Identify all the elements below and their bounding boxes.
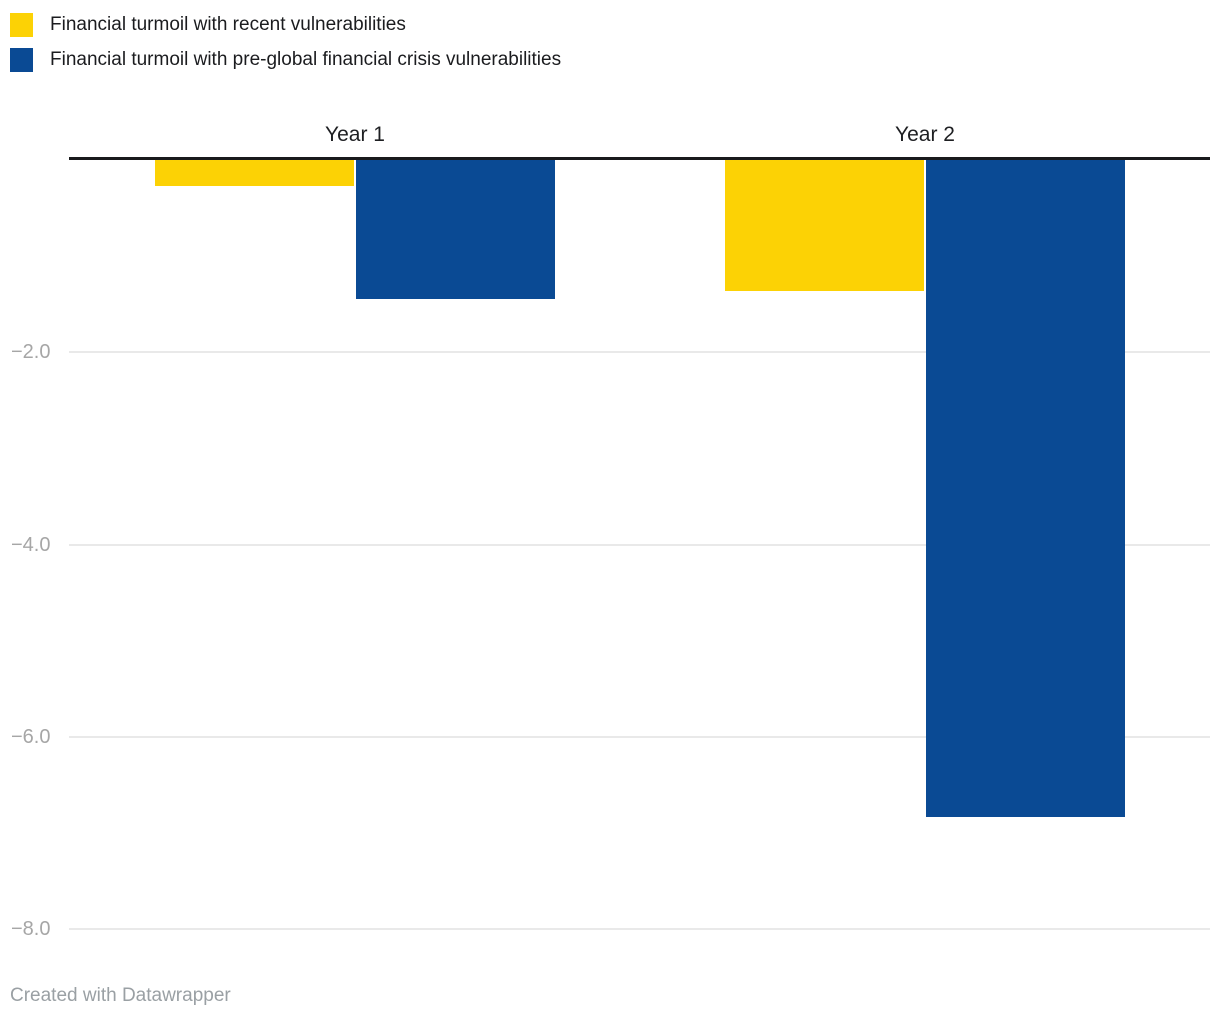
- y-axis-tick-label: −6.0: [11, 726, 51, 748]
- gridline: [69, 736, 1210, 738]
- bar-year-1-pre-gfc[interactable]: [356, 160, 555, 299]
- gridline: [69, 544, 1210, 546]
- y-axis-tick-label: −4.0: [11, 534, 51, 556]
- y-axis-tick-label: −2.0: [11, 341, 51, 363]
- legend-label-recent: Financial turmoil with recent vulnerabil…: [50, 14, 406, 35]
- datawrapper-credit-link[interactable]: Created with Datawrapper: [10, 985, 231, 1006]
- legend-swatch-pre-gfc-icon: [10, 48, 33, 72]
- chart-legend: Financial turmoil with recent vulnerabil…: [10, 13, 561, 83]
- legend-swatch-recent-icon: [10, 13, 33, 37]
- bar-year-2-pre-gfc[interactable]: [926, 160, 1125, 817]
- gridline: [69, 928, 1210, 930]
- category-label-year-2: Year 2: [895, 123, 955, 146]
- legend-item-recent: Financial turmoil with recent vulnerabil…: [10, 13, 561, 37]
- category-label-year-1: Year 1: [325, 123, 385, 146]
- gridline: [69, 351, 1210, 353]
- bar-year-2-recent[interactable]: [725, 160, 924, 291]
- zero-baseline: [69, 157, 1210, 160]
- bar-year-1-recent[interactable]: [155, 160, 354, 186]
- legend-label-pre-gfc: Financial turmoil with pre-global financ…: [50, 49, 562, 70]
- legend-item-pre-gfc: Financial turmoil with pre-global financ…: [10, 48, 561, 72]
- y-axis-tick-label: −8.0: [11, 918, 51, 940]
